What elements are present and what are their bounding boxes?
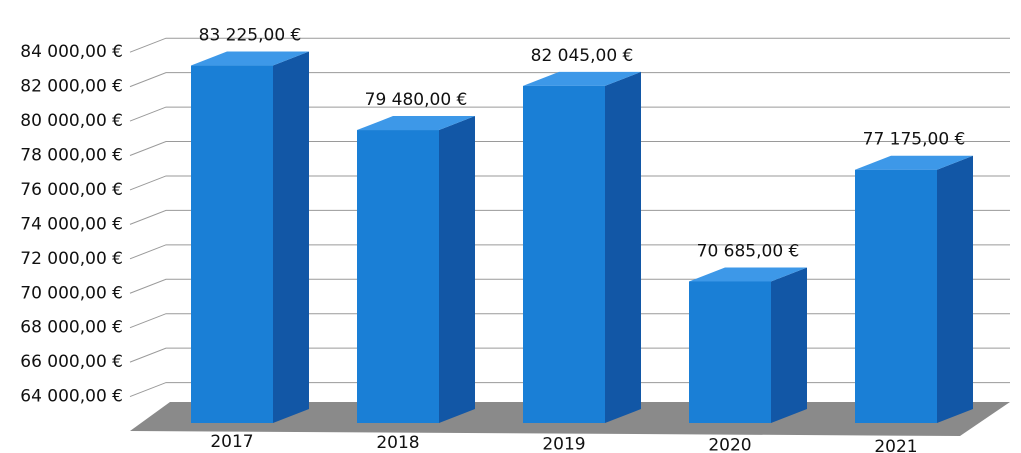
bar-side bbox=[937, 155, 973, 424]
y-tick-label: 82 000,00 € bbox=[20, 77, 123, 97]
bar bbox=[523, 85, 605, 424]
value-label: 82 045,00 € bbox=[531, 46, 634, 66]
x-tick-label: 2020 bbox=[708, 436, 751, 453]
bar-top bbox=[357, 116, 475, 131]
grid-line bbox=[129, 175, 1010, 191]
grid-line bbox=[129, 141, 1010, 156]
x-tick-label: 2017 bbox=[210, 432, 253, 452]
grid-line bbox=[129, 72, 1010, 88]
bar-top bbox=[191, 51, 309, 66]
grid-line bbox=[129, 37, 1010, 53]
y-tick-label: 78 000,00 € bbox=[20, 146, 123, 166]
x-tick-label: 2018 bbox=[376, 433, 419, 453]
y-tick-label: 68 000,00 € bbox=[20, 318, 123, 338]
value-label: 83 225,00 € bbox=[199, 26, 302, 46]
y-tick-label: 64 000,00 € bbox=[20, 387, 123, 407]
bar-top bbox=[523, 71, 641, 86]
y-tick-label: 72 000,00 € bbox=[20, 249, 123, 269]
bar-top bbox=[689, 267, 807, 282]
bar bbox=[191, 65, 273, 424]
grid-line bbox=[129, 209, 1010, 225]
x-tick-label: 2019 bbox=[542, 434, 585, 453]
bar-side bbox=[273, 51, 309, 423]
value-label: 79 480,00 € bbox=[365, 90, 468, 110]
y-tick-label: 74 000,00 € bbox=[20, 214, 123, 234]
grid-line bbox=[129, 244, 1010, 260]
y-tick-label: 84 000,00 € bbox=[20, 42, 123, 62]
y-tick-label: 70 000,00 € bbox=[20, 283, 123, 303]
value-label: 77 175,00 € bbox=[863, 130, 966, 150]
bar bbox=[689, 281, 771, 423]
grid-line bbox=[129, 106, 1010, 122]
bar-side bbox=[439, 116, 475, 423]
y-tick-label: 76 000,00 € bbox=[20, 180, 123, 200]
bar-side bbox=[605, 71, 641, 424]
bar bbox=[855, 169, 937, 423]
y-tick-label: 66 000,00 € bbox=[20, 352, 123, 372]
bar bbox=[357, 130, 439, 424]
y-tick-label: 80 000,00 € bbox=[20, 111, 123, 131]
value-label: 70 685,00 € bbox=[697, 241, 800, 261]
bar-side bbox=[771, 267, 807, 423]
bar-top bbox=[855, 155, 973, 170]
x-tick-label: 2021 bbox=[874, 437, 917, 453]
